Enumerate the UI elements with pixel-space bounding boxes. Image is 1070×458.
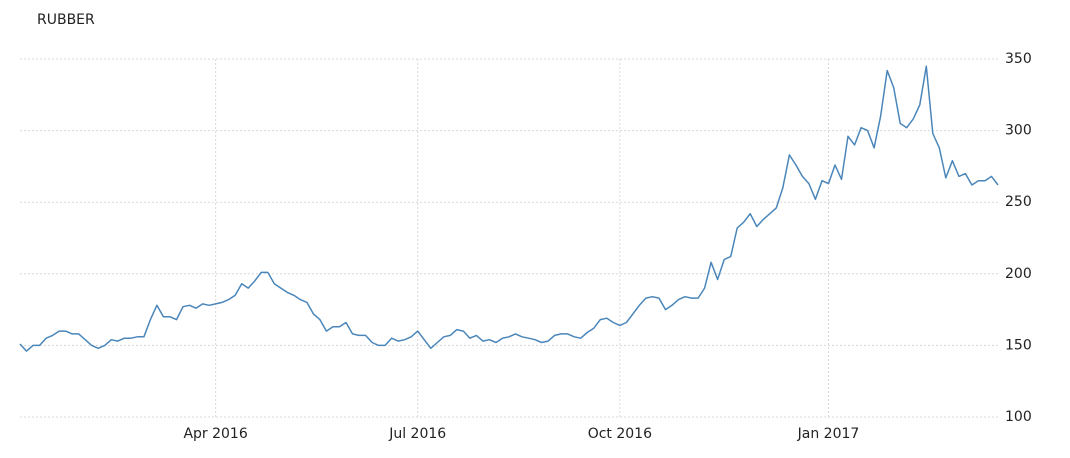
y-tick-label: 250 (1005, 194, 1032, 210)
price-line (19, 65, 999, 352)
x-tick-label: Apr 2016 (183, 426, 247, 442)
x-tick-label: Oct 2016 (588, 426, 652, 442)
chart-title: RUBBER (37, 12, 95, 28)
y-tick-label: 300 (1005, 123, 1032, 139)
x-tick-label: Jan 2017 (797, 426, 860, 442)
y-tick-label: 200 (1005, 266, 1032, 282)
x-tick-label: Jul 2016 (388, 426, 446, 442)
y-tick-label: 150 (1005, 337, 1032, 353)
y-tick-label: 100 (1005, 409, 1032, 425)
y-tick-label: 350 (1005, 51, 1032, 67)
